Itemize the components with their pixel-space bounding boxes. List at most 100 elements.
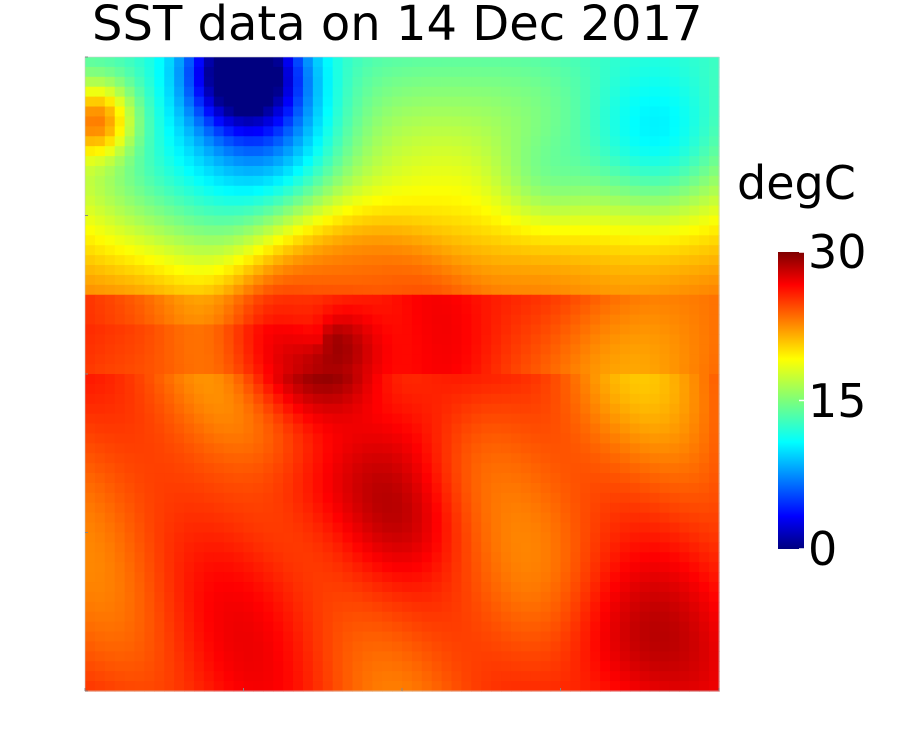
heatmap-cell	[689, 443, 700, 454]
heatmap-cell	[223, 473, 235, 484]
heatmap-cell	[273, 562, 284, 573]
heatmap-cell	[164, 453, 175, 464]
heatmap-cell	[85, 393, 96, 405]
heatmap-cell	[570, 344, 581, 355]
heatmap-cell	[530, 146, 542, 157]
heatmap-cell	[639, 165, 651, 177]
heatmap-cell	[491, 274, 502, 286]
heatmap-cell	[550, 96, 562, 108]
heatmap-cell	[372, 235, 383, 246]
heatmap-cell	[540, 502, 552, 514]
heatmap-cell	[629, 492, 641, 504]
heatmap-cell	[709, 492, 720, 504]
heatmap-cell	[481, 76, 492, 88]
heatmap-cell	[124, 165, 136, 177]
heatmap-cell	[233, 195, 245, 207]
heatmap-cell	[570, 205, 581, 217]
heatmap-cell	[283, 116, 294, 127]
heatmap-cell	[649, 393, 661, 405]
heatmap-cell	[362, 146, 373, 157]
heatmap-cell	[629, 156, 641, 167]
heatmap-cell	[114, 641, 126, 652]
heatmap-cell	[570, 156, 581, 167]
heatmap-cell	[144, 562, 155, 573]
heatmap-cell	[362, 443, 373, 454]
heatmap-cell	[213, 374, 225, 385]
heatmap-cell	[679, 671, 690, 682]
heatmap-cell	[104, 383, 116, 395]
heatmap-cell	[501, 681, 512, 692]
heatmap-cell	[273, 344, 284, 355]
heatmap-cell	[491, 611, 502, 623]
heatmap-cell	[144, 156, 155, 167]
heatmap-cell	[392, 235, 403, 246]
heatmap-cell	[312, 423, 324, 435]
heatmap-cell	[510, 284, 522, 296]
heatmap-cell	[610, 334, 621, 345]
heatmap-cell	[223, 403, 235, 415]
heatmap-cell	[619, 671, 631, 682]
heatmap-cell	[352, 631, 363, 643]
heatmap-cell	[709, 364, 720, 375]
heatmap-cell	[184, 185, 195, 197]
heatmap-cell	[471, 165, 482, 177]
heatmap-cell	[402, 601, 413, 613]
heatmap-cell	[699, 265, 710, 276]
heatmap-cell	[223, 611, 235, 623]
heatmap-cell	[184, 562, 195, 573]
heatmap-cell	[392, 265, 403, 276]
heatmap-cell	[600, 611, 611, 623]
heatmap-cell	[629, 294, 641, 306]
heatmap-cell	[639, 651, 651, 662]
heatmap-cell	[243, 304, 255, 316]
heatmap-cell	[600, 512, 611, 524]
heatmap-cell	[382, 344, 393, 355]
heatmap-cell	[104, 393, 116, 405]
heatmap-cell	[610, 502, 621, 514]
heatmap-cell	[283, 57, 294, 68]
heatmap-cell	[203, 86, 215, 98]
heatmap-cell	[302, 443, 314, 454]
heatmap-cell	[312, 611, 324, 623]
heatmap-cell	[124, 552, 136, 563]
heatmap-cell	[114, 453, 126, 464]
heatmap-cell	[649, 671, 661, 682]
heatmap-cell	[421, 482, 433, 494]
heatmap-cell	[431, 175, 443, 187]
heatmap-cell	[342, 522, 354, 534]
heatmap-cell	[144, 463, 155, 474]
heatmap-cell	[699, 512, 710, 524]
heatmap-cell	[233, 473, 245, 484]
heatmap-cell	[164, 492, 175, 504]
heatmap-cell	[164, 255, 175, 266]
heatmap-cell	[550, 106, 562, 118]
heatmap-cell	[431, 185, 443, 197]
heatmap-cell	[699, 482, 710, 494]
heatmap-cell	[362, 294, 373, 306]
heatmap-cell	[669, 433, 680, 444]
heatmap-cell	[441, 314, 453, 326]
heatmap-cell	[679, 126, 690, 137]
heatmap-cell	[283, 274, 294, 286]
heatmap-cell	[411, 334, 423, 345]
heatmap-cell	[134, 106, 146, 118]
heatmap-cell	[124, 641, 136, 652]
heatmap-cell	[94, 354, 106, 365]
heatmap-cell	[501, 66, 512, 78]
heatmap-cell	[253, 284, 264, 296]
heatmap-cell	[451, 492, 463, 504]
heatmap-cell	[164, 463, 175, 474]
heatmap-cell	[451, 591, 463, 603]
heatmap-cell	[114, 294, 126, 306]
heatmap-cell	[213, 383, 225, 395]
heatmap-cell	[322, 413, 334, 425]
heatmap-cell	[510, 255, 522, 266]
heatmap-cell	[154, 225, 165, 236]
heatmap-cell	[580, 96, 591, 108]
heatmap-cell	[560, 433, 572, 444]
heatmap-cell	[600, 393, 611, 405]
heatmap-cell	[610, 562, 621, 573]
heatmap-cell	[322, 502, 334, 514]
heatmap-cell	[590, 294, 601, 306]
heatmap-cell	[580, 245, 591, 256]
